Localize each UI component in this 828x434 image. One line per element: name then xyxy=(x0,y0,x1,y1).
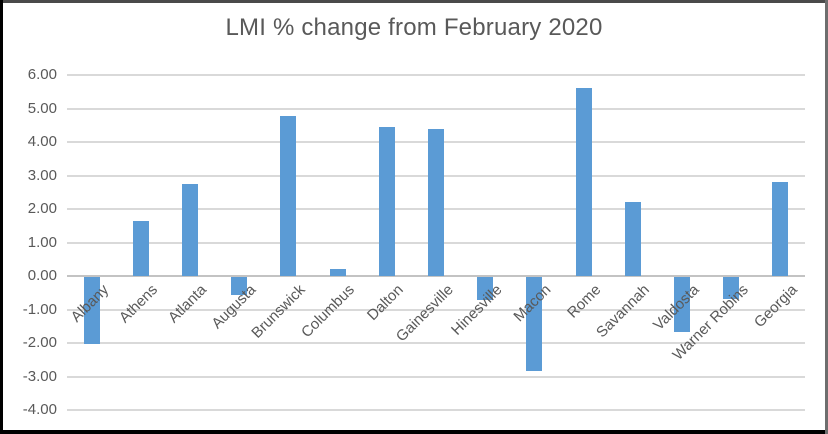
screenshot-border-right xyxy=(825,0,828,434)
bar-augusta xyxy=(231,277,248,296)
gridline xyxy=(67,409,805,411)
y-tick-label: -1.00 xyxy=(22,300,57,318)
x-category-label: Brunswick xyxy=(248,281,309,342)
y-tick-label: 1.00 xyxy=(27,233,57,251)
screenshot-border-bottom xyxy=(0,430,828,434)
chart-title: LMI % change from February 2020 xyxy=(225,14,603,41)
y-tick-label: 6.00 xyxy=(27,66,57,83)
gridline xyxy=(67,74,805,76)
y-tick-label: -2.00 xyxy=(22,334,57,351)
x-category-label: Savannah xyxy=(593,281,654,342)
screenshot-border-left xyxy=(0,0,3,434)
x-category-label: Atlanta xyxy=(165,281,211,327)
bar-atlanta xyxy=(182,183,198,276)
bar-rome xyxy=(575,88,592,276)
bar-savannah xyxy=(624,202,641,276)
bar-albany xyxy=(83,277,100,344)
screenshot-border-top xyxy=(0,0,828,3)
bar-georgia xyxy=(772,182,789,276)
gridline xyxy=(67,342,805,344)
bar-warner-robins xyxy=(723,277,740,299)
bar-dalton xyxy=(378,126,395,276)
x-category-label: Georgia xyxy=(750,281,801,332)
y-tick-label: 2.00 xyxy=(27,200,57,217)
x-category-label: Athens xyxy=(116,281,162,327)
x-category-label: Columbus xyxy=(298,281,358,342)
x-category-label: Rome xyxy=(563,281,604,322)
gridline xyxy=(67,308,805,311)
bar-macon xyxy=(526,277,543,371)
y-tick-label: -4.00 xyxy=(22,401,57,418)
y-tick-label: 0.00 xyxy=(27,267,57,284)
x-category-label: Dalton xyxy=(364,281,408,324)
bar-columbus xyxy=(329,269,346,276)
gridline xyxy=(67,107,805,110)
gridline xyxy=(67,375,805,378)
bar-gainesville xyxy=(428,128,444,276)
bar-valdosta xyxy=(674,277,690,333)
bar-brunswick xyxy=(280,115,297,276)
y-tick-label: 4.00 xyxy=(27,133,57,150)
y-tick-label: 3.00 xyxy=(27,166,57,184)
y-tick-label: -3.00 xyxy=(22,367,57,385)
bar-hinesville xyxy=(477,277,494,301)
bar-athens xyxy=(132,220,149,276)
zero-axis-line xyxy=(67,275,805,277)
y-tick-label: 5.00 xyxy=(27,99,57,117)
